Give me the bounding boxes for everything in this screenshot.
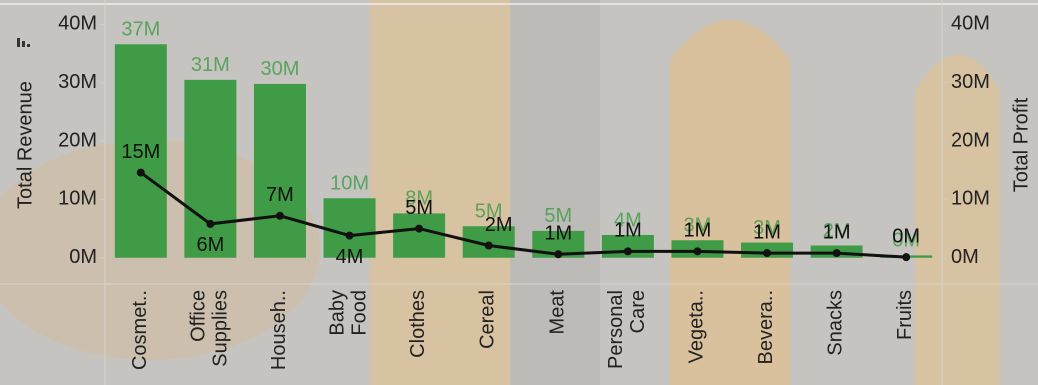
x-tick-label: Cereal (477, 290, 499, 349)
bar-value-label: 0M (892, 230, 920, 252)
x-tick-label: PersonalCare (605, 290, 649, 369)
line-value-label: 5M (405, 197, 433, 219)
bar (253, 83, 306, 258)
bar-value-label: 37M (121, 19, 160, 41)
profit-point (832, 249, 841, 258)
profit-point (136, 168, 145, 177)
profit-point (415, 224, 424, 233)
line-value-label: 1M (684, 220, 712, 242)
line-value-label: 1M (753, 221, 781, 243)
line-value-label: 2M (485, 214, 513, 236)
bar-value-label: 5M (544, 205, 572, 227)
bar-value-label: 2M (823, 220, 851, 242)
profit-point (206, 219, 215, 228)
y-tick-label: 40M (58, 13, 97, 35)
bar-value-label: 30M (261, 58, 300, 80)
x-tick-label: Snacks (825, 290, 847, 356)
profit-point (554, 250, 563, 259)
bar-value-label: 4M (614, 209, 642, 231)
x-tick-label: Cosmet.. (129, 290, 151, 370)
profit-point (693, 247, 702, 256)
y2-axis-title: Total Profit (1010, 97, 1032, 192)
bar-value-label: 31M (191, 54, 230, 76)
profit-point (763, 249, 772, 258)
x-tick-label: Fruits (894, 290, 916, 340)
y2-tick-label: 40M (951, 13, 990, 35)
profit-point (275, 211, 284, 220)
x-tick-label: Meat (547, 290, 569, 335)
y2-tick-label: 0M (951, 246, 979, 268)
line-value-label: 6M (196, 234, 224, 256)
x-tick-label: Bevera.. (755, 290, 777, 364)
bar (393, 213, 446, 258)
profit-point (345, 231, 354, 240)
y-tick-label: 10M (58, 188, 97, 210)
line-value-label: 0M (892, 225, 920, 247)
line-value-label: 1M (614, 220, 642, 242)
line-value-label: 15M (121, 141, 160, 163)
line-value-label: 4M (336, 246, 364, 268)
y-tick-label: 30M (58, 71, 97, 93)
x-tick-label: OfficeSupplies (188, 290, 232, 367)
bar (184, 79, 237, 258)
bar (323, 198, 376, 258)
y-axis-title: Total Revenue (14, 81, 36, 209)
bar (114, 44, 167, 258)
line-value-label: 1M (544, 223, 572, 245)
bar-value-label: 3M (684, 215, 712, 237)
x-tick-label: Vegeta.. (686, 290, 708, 363)
profit-point (484, 241, 493, 250)
y-tick-label: 0M (69, 246, 97, 268)
y2-tick-label: 30M (951, 71, 990, 93)
x-tick-label: Househ.. (268, 290, 290, 370)
y-tick-label: 20M (58, 129, 97, 151)
line-value-label: 7M (266, 184, 294, 206)
profit-line (139, 171, 907, 259)
bar-value-label: 5M (475, 201, 503, 223)
x-tick-label: Clothes (407, 290, 429, 358)
bar-value-label: 8M (405, 188, 433, 210)
y2-tick-label: 10M (951, 188, 990, 210)
x-tick-label: BabyFood (327, 290, 371, 336)
line-value-label: 1M (823, 221, 851, 243)
bar-value-label: 3M (753, 217, 781, 239)
bar-value-label: 10M (330, 173, 369, 195)
profit-point (902, 253, 911, 262)
y2-tick-label: 20M (951, 129, 990, 151)
profit-point (623, 247, 632, 256)
